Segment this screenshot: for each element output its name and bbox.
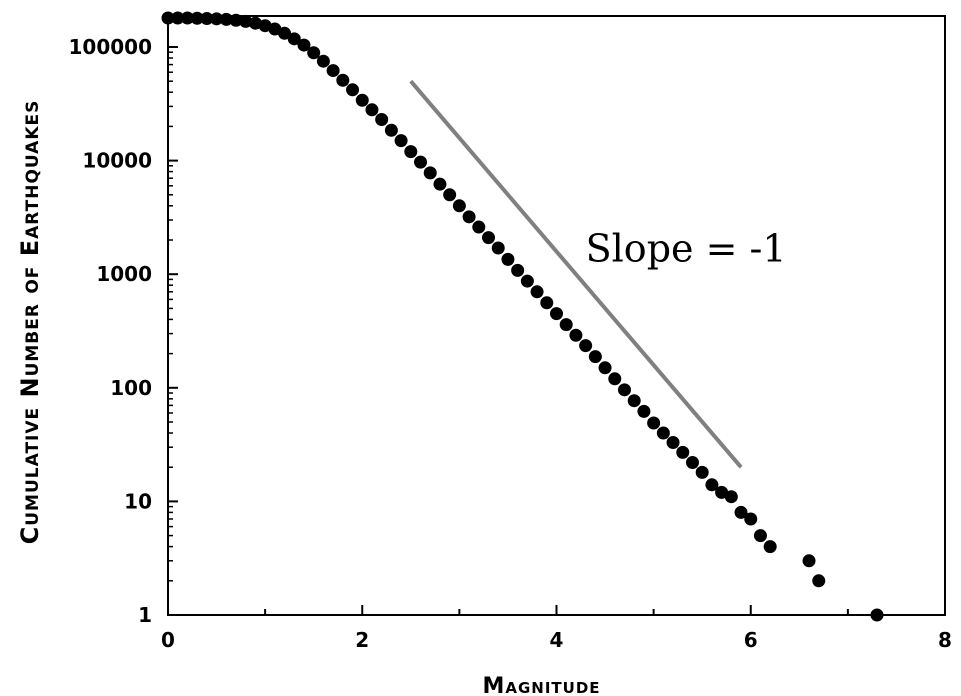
data-point <box>346 83 360 97</box>
data-point <box>647 416 661 430</box>
data-point <box>569 328 583 342</box>
x-axis: 0 2 4 6 8 <box>161 605 952 652</box>
y-axis-title-text: Cumulative Number of Earthquakes <box>16 100 44 545</box>
slope-annotation: Slope = -1 <box>586 226 787 270</box>
data-point <box>530 285 544 299</box>
y-tick-label: 10000 <box>82 149 152 173</box>
y-tick-label: 100 <box>110 376 152 400</box>
data-point <box>763 540 777 554</box>
data-point <box>336 73 350 87</box>
data-point <box>462 210 476 224</box>
data-point <box>579 339 593 353</box>
y-axis: 1 10 100 1000 10000 100000 <box>69 35 178 627</box>
data-point <box>248 16 262 30</box>
data-point <box>287 32 301 46</box>
data-point <box>734 505 748 519</box>
data-point <box>180 11 194 25</box>
data-point <box>316 54 330 68</box>
data-point <box>744 512 758 526</box>
data-point <box>695 465 709 479</box>
data-point <box>278 26 292 40</box>
data-point <box>705 478 719 492</box>
data-point <box>588 350 602 364</box>
data-point <box>190 11 204 25</box>
data-point <box>656 426 670 440</box>
data-point <box>598 361 612 375</box>
data-point <box>676 445 690 459</box>
data-point <box>617 383 631 397</box>
data-point <box>482 231 496 245</box>
data-point <box>229 13 243 27</box>
data-point <box>268 22 282 36</box>
data-point <box>637 404 651 418</box>
data-point <box>666 435 680 449</box>
data-point <box>239 14 253 28</box>
y-axis-title: Cumulative Number of Earthquakes <box>16 100 44 545</box>
data-point <box>307 46 321 60</box>
x-tick-label: 2 <box>355 628 369 652</box>
data-point <box>753 529 767 543</box>
data-point <box>812 574 826 588</box>
data-point <box>870 608 884 622</box>
annotations: Slope = -1 <box>586 226 787 270</box>
data-point <box>423 166 437 180</box>
y-tick-label: 1 <box>138 603 152 627</box>
data-point <box>627 394 641 408</box>
data-point <box>414 155 428 169</box>
x-tick-label: 0 <box>161 628 175 652</box>
slope-reference-line <box>409 79 743 469</box>
x-tick-label: 8 <box>938 628 952 652</box>
data-point <box>161 11 175 25</box>
data-point <box>491 241 505 255</box>
x-tick-label: 6 <box>744 628 758 652</box>
y-tick-label: 100000 <box>69 35 153 59</box>
data-point <box>365 103 379 117</box>
data-point <box>520 274 534 288</box>
y-tick-label: 1000 <box>96 262 152 286</box>
data-point <box>404 145 418 159</box>
data-point <box>724 490 738 504</box>
data-point <box>685 456 699 470</box>
data-point <box>501 252 515 266</box>
data-point <box>219 12 233 26</box>
data-point <box>511 263 525 277</box>
data-point <box>297 38 311 52</box>
data-point <box>384 123 398 137</box>
data-point <box>608 372 622 386</box>
data-point <box>540 296 554 310</box>
data-point <box>715 485 729 499</box>
y-tick-label: 10 <box>124 489 152 513</box>
data-point <box>355 93 369 107</box>
data-point <box>452 199 466 213</box>
data-point <box>802 554 816 568</box>
data-point <box>210 12 224 26</box>
x-tick-label: 4 <box>550 628 564 652</box>
data-point <box>550 307 563 321</box>
data-point <box>472 220 486 234</box>
data-point <box>433 177 447 191</box>
data-point <box>326 64 340 78</box>
x-axis-title: Magnitude <box>482 674 600 696</box>
data-point <box>171 11 185 25</box>
data-point <box>375 113 389 127</box>
data-point <box>394 134 408 148</box>
data-point <box>559 318 573 332</box>
data-point <box>200 12 214 26</box>
data-points <box>161 11 884 622</box>
data-point <box>443 188 457 202</box>
